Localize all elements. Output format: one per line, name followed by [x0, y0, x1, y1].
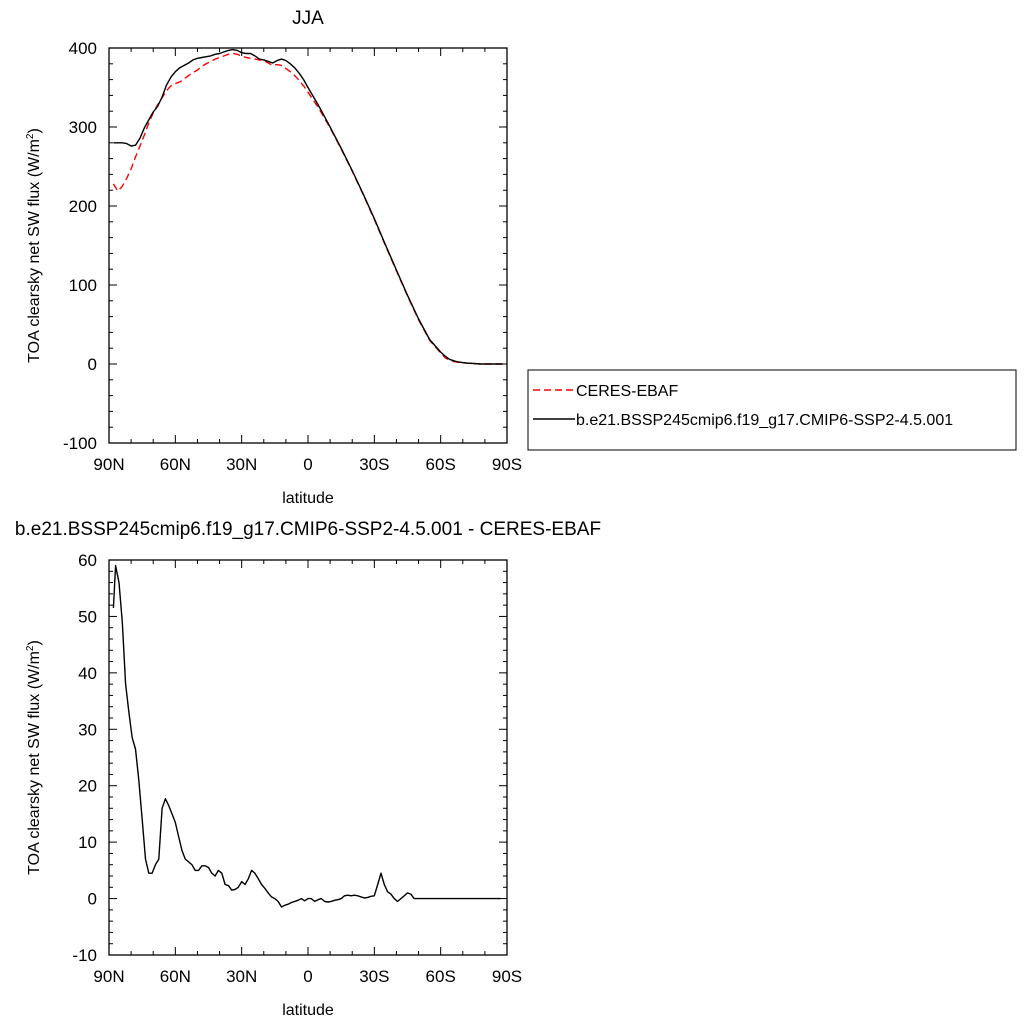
y-tick-label: 60 [78, 551, 97, 570]
y-tick-label: 200 [69, 197, 97, 216]
y-tick-label: 300 [69, 118, 97, 137]
y-tick-label: -10 [72, 946, 97, 965]
y-tick-label: -100 [63, 434, 97, 453]
x-tick-label: 60S [426, 455, 456, 474]
legend: CERES-EBAF b.e21.BSSP245cmip6.f19_g17.CMI… [527, 369, 1017, 451]
y-tick-label: 20 [78, 777, 97, 796]
legend-entry-label: b.e21.BSSP245cmip6.f19_g17.CMIP6-SSP2-4.… [576, 412, 953, 429]
x-tick-label: 90S [492, 967, 522, 986]
series-line-b [113, 48, 503, 365]
legend-box [527, 369, 1017, 451]
y-tick-label: 50 [78, 607, 97, 626]
y-tick-label: 0 [88, 355, 97, 374]
x-tick-label: 60N [160, 967, 191, 986]
x-tick-label: 90N [93, 455, 124, 474]
x-tick-label: 0 [303, 967, 312, 986]
y-axis-label: TOA clearsky net SW flux (W/m2) [25, 640, 43, 875]
bottom-plot: b.e21.BSSP245cmip6.f19_g17.CMIP6-SSP2-4.… [15, 519, 601, 1019]
top-plot: JJA 90N 60N 30N 0 30S 60S 90S -100 0 100 200 300 400 l… [25, 8, 522, 507]
x-tick-label: 90N [93, 967, 124, 986]
y-tick-label: 400 [69, 39, 97, 58]
difference-line [112, 564, 501, 908]
y-tick-label: 0 [88, 890, 97, 909]
chart-title: JJA [292, 8, 324, 29]
x-tick-label: 30N [226, 967, 257, 986]
x-tick-label: 60S [426, 967, 456, 986]
chart-title: b.e21.BSSP245cmip6.f19_g17.CMIP6-SSP2-4.… [15, 519, 601, 540]
series-line-ceres-ebaf [112, 52, 503, 365]
x-tick-label: 30S [359, 455, 389, 474]
y-tick-label: 10 [78, 833, 97, 852]
legend-entry-label: CERES-EBAF [576, 383, 678, 400]
x-tick-label: 90S [492, 455, 522, 474]
plot-frame [108, 559, 508, 956]
x-axis-label: latitude [282, 1002, 334, 1019]
plot-frame [108, 47, 508, 444]
x-axis-label: latitude [282, 490, 334, 507]
y-tick-label: 40 [78, 664, 97, 683]
x-tick-label: 0 [303, 455, 312, 474]
y-tick-label: 100 [69, 276, 97, 295]
y-axis-label: TOA clearsky net SW flux (W/m2) [25, 128, 43, 363]
x-tick-label: 60N [160, 455, 191, 474]
x-tick-label: 30N [226, 455, 257, 474]
y-tick-label: 30 [78, 720, 97, 739]
x-tick-label: 30S [359, 967, 389, 986]
